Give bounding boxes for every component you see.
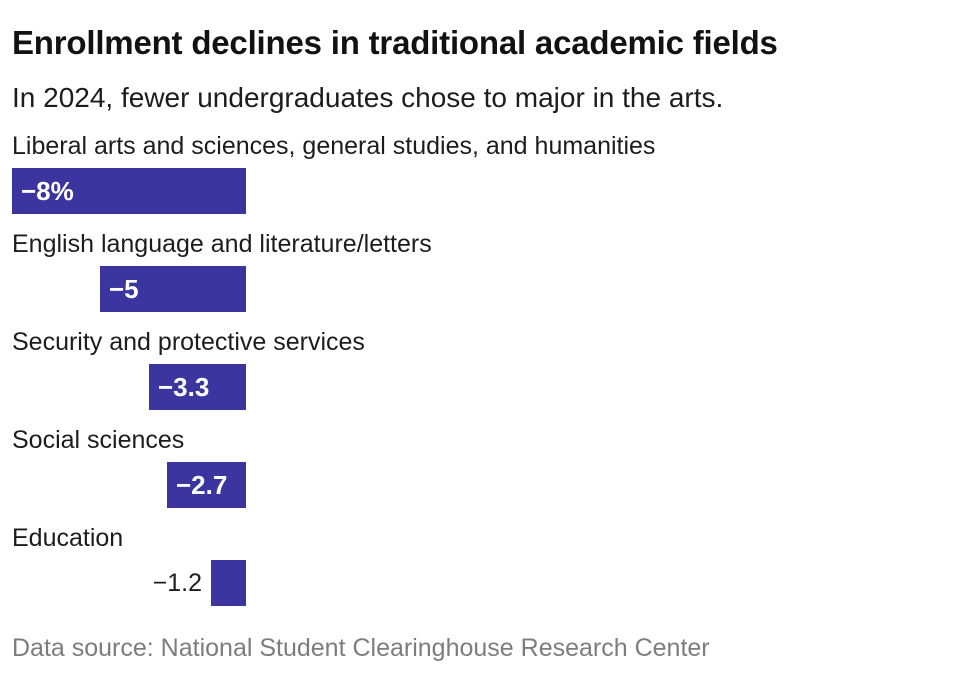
bar [211,560,246,606]
bar-track: −2.7 [12,462,246,508]
bar: −3.3 [149,364,246,410]
bar-track: −5 [12,266,246,312]
bar-value-label: −8% [21,176,74,206]
bar-track: −3.3 [12,364,246,410]
chart-row: Social sciences −2.7 [12,425,968,508]
bar: −5 [100,266,246,312]
category-label: Security and protective services [12,328,365,356]
bar-value-label: −2.7 [176,470,228,500]
bar-value-label: −3.3 [158,372,210,402]
chart-row: Security and protective services −3.3 [12,327,968,410]
chart-title: Enrollment declines in traditional acade… [12,24,778,61]
bar-track: −1.2 [12,560,246,606]
category-label: Social sciences [12,426,185,454]
bar: −2.7 [167,462,246,508]
category-label: Education [12,524,124,552]
chart-subtitle: In 2024, fewer undergraduates chose to m… [12,82,724,113]
data-source-note: Data source: National Student Clearingho… [12,634,710,662]
chart-row: English language and literature/letters −… [12,229,968,312]
bar-value-label: −1.2 [152,569,202,597]
bar-track: −8% [12,168,246,214]
chart-row: Liberal arts and sciences, general studi… [12,131,968,214]
chart-row: Education −1.2 [12,523,968,606]
bar-chart: Liberal arts and sciences, general studi… [12,131,968,606]
bar: −8% [12,168,246,214]
bar-value-label: −5 [109,274,139,304]
category-label: Liberal arts and sciences, general studi… [12,132,656,160]
category-label: English language and literature/letters [12,230,432,258]
